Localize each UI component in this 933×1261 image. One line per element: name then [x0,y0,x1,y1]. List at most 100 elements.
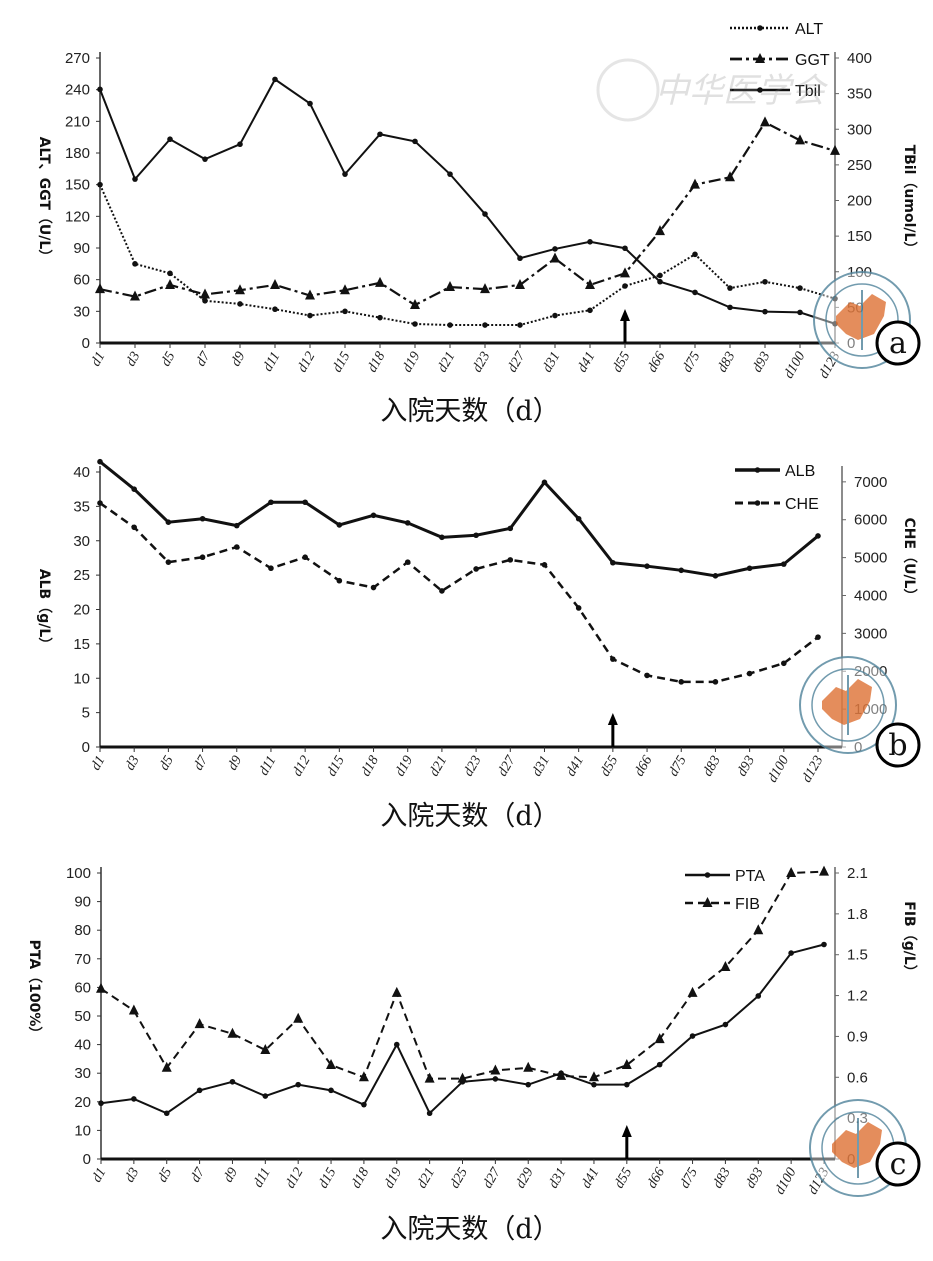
data-point-tbil [657,278,663,285]
x-tick-label: d83 [715,350,738,376]
data-point-fib [194,1018,205,1029]
y-tick-label: 100 [66,865,91,882]
data-point-alb [131,486,137,492]
data-point-alt [412,321,418,327]
data-point-alt [762,278,768,285]
data-point-alb [97,458,103,465]
x-tick-label: d15 [330,350,353,376]
x-tick-label: d3 [122,1166,142,1186]
data-point-ggt [95,283,105,294]
data-point-pta [689,1033,696,1039]
data-point-ggt [830,144,840,155]
data-point-alb [815,533,821,539]
data-point-che [131,524,137,531]
panel-label: b [888,728,907,763]
panel-label: a [889,326,907,361]
series-ggt [95,116,840,309]
data-point-che [97,500,103,506]
data-point-fib [326,1059,337,1070]
data-point-tbil [762,308,768,315]
x-tick-label: d83 [700,754,723,780]
data-point-che [473,566,479,572]
data-point-pta [98,1100,104,1107]
watermark-text: 中华医学会 [655,71,829,111]
legend-label: Tbil [795,83,821,100]
x-tick-label: d18 [349,1166,372,1192]
series-line-ggt [99,120,836,307]
y-tick-label: 30 [73,533,90,550]
data-point-pta [755,993,762,999]
x-tick-label: d55 [610,350,633,376]
y-right-tick-label: 0 [847,335,855,352]
data-point-che [610,656,616,662]
y-tick-label: 15 [73,636,90,653]
x-tick-label: d15 [316,1166,339,1192]
data-point-alt [272,306,278,313]
data-point-fib [654,1033,665,1044]
series-line-pta [100,943,825,1115]
data-point-ggt [375,276,385,287]
series-fib [96,865,829,1083]
series-line-alt [99,184,836,327]
data-point-fib [588,1071,599,1082]
data-point-tbil [412,138,418,145]
data-point-ggt [410,299,420,309]
y-right-axis-title: FIB（g/L） [901,901,917,979]
data-point-pta [131,1096,137,1102]
data-point-pta [656,1061,663,1068]
data-point-fib [753,924,764,935]
y-tick-label: 40 [74,1037,91,1054]
data-point-fib [161,1061,172,1072]
data-point-tbil [132,176,138,182]
y-right-tick-label: 400 [847,50,872,67]
x-tick-label: d29 [513,1166,536,1192]
legend-label: FIB [735,896,760,913]
data-point-alt [237,301,243,307]
y-tick-label: 40 [73,464,90,481]
data-point-pta [262,1093,269,1099]
panel-b: 0510152025303540010002000300040005000600… [36,458,921,832]
data-point-alb [781,561,787,567]
data-point-alt [132,261,138,267]
series-line-che [99,502,819,684]
data-point-alt [307,312,313,319]
data-point-pta [722,1021,729,1028]
x-tick-label: d25 [447,1166,470,1192]
x-tick-label: d23 [470,350,493,376]
x-tick-label: d3 [123,350,143,370]
y-right-tick-label: 300 [847,121,872,138]
x-tick-label: d11 [260,350,283,375]
y-tick-label: 10 [74,1122,91,1139]
y-tick-label: 240 [65,82,90,99]
y-tick-label: 5 [82,705,90,722]
data-point-ggt [200,288,210,299]
data-point-fib [293,1012,304,1023]
data-point-ggt [340,284,350,295]
x-axis-title: 入院天数（d） [380,396,559,427]
data-point-ggt [620,267,630,278]
x-tick-label: d27 [480,1165,504,1192]
y-tick-label: 90 [73,240,90,257]
data-point-alt [517,322,523,328]
data-point-alb [541,479,548,486]
y-right-tick-label: 1.2 [847,988,868,1005]
x-tick-label: d93 [743,1166,766,1192]
data-point-tbil [517,255,523,262]
data-point-alt [692,251,698,258]
data-point-alb [712,573,719,579]
data-point-pta [821,941,827,948]
x-tick-label: d5 [158,350,178,370]
y-tick-label: 150 [65,177,90,194]
x-tick-label: d12 [283,1166,306,1192]
data-point-alt [552,312,558,319]
seal-watermark-icon [799,656,897,754]
data-point-alb [473,532,479,539]
data-point-pta [361,1101,367,1108]
data-point-alb [199,515,206,522]
data-point-che [233,544,240,550]
y-tick-label: 10 [73,670,90,687]
y-tick-label: 60 [74,979,91,996]
data-point-fib [128,1004,139,1015]
data-point-ggt [550,252,560,263]
data-point-tbil [342,171,348,177]
